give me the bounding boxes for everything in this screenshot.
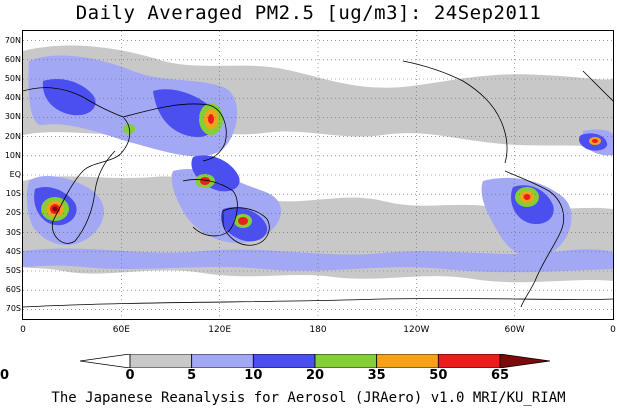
map-plot-area[interactable] <box>22 30 614 320</box>
colorbar-swatch <box>191 354 254 368</box>
longitude-label: 180 <box>309 325 327 335</box>
longitude-label: 120W <box>403 325 430 335</box>
colorbar-tick-label: 10 <box>244 368 263 383</box>
coastlines <box>23 60 613 308</box>
latitude-label: 60S <box>5 285 21 295</box>
colorbar-tick-label: 50 <box>429 368 448 383</box>
latitude-label: 30S <box>5 227 21 237</box>
colorbar-triangle-low <box>80 354 131 368</box>
latitude-label: 10S <box>5 189 21 199</box>
latitude-label: 50S <box>5 266 21 275</box>
latitude-label: 10N <box>4 150 21 160</box>
colorbar-swatch <box>437 354 501 368</box>
colorbar-tick-label: 35 <box>367 368 386 383</box>
latitude-label: 50N <box>4 74 21 83</box>
longitude-label: 0 <box>20 325 26 335</box>
colorbar-triangle-high <box>499 354 550 368</box>
longitude-label: 60E <box>112 325 130 335</box>
latitude-label: 70N <box>4 35 21 45</box>
colorbar-tick-label: 0 <box>125 368 135 383</box>
longitude-label: 60W <box>504 325 525 335</box>
latitude-label: 30N <box>4 112 21 122</box>
latitude-label: 70S <box>5 304 21 314</box>
colorbar-swatch <box>129 354 193 368</box>
colorbar-tick-label: 5 <box>187 368 197 383</box>
data-credit: The Japanese Reanalysis for Aerosol (JRA… <box>51 390 566 406</box>
latitude-label: 20N <box>4 131 21 141</box>
latitude-label: 20S <box>5 208 21 218</box>
colorbar-tick-label: 80 <box>0 368 10 383</box>
graticule <box>23 31 613 319</box>
latitude-label: 60N <box>4 54 21 64</box>
latitude-label: 40S <box>5 246 21 256</box>
colorbar-swatch <box>314 354 378 368</box>
pm25-map <box>23 31 613 319</box>
colorbar <box>80 354 550 368</box>
longitude-label: 120E <box>208 325 232 335</box>
colorbar-swatch <box>252 354 316 368</box>
colorbar-tick-label: 65 <box>490 368 510 383</box>
latitude-label: 40N <box>4 93 21 103</box>
colorbar-tick-label: 20 <box>305 368 325 383</box>
hotspot-layer <box>41 103 601 228</box>
longitude-label: 0 <box>610 325 616 335</box>
colorbar-swatch <box>376 354 439 368</box>
map-title: Daily Averaged PM2.5 [ug/m3]: 24Sep2011 <box>75 2 542 24</box>
latitude-label: EQ <box>9 170 21 179</box>
